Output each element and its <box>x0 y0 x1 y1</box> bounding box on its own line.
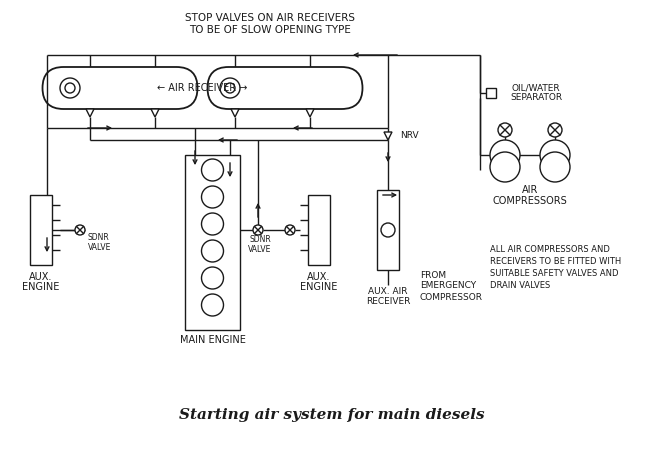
Text: AUX.: AUX. <box>29 272 52 282</box>
FancyBboxPatch shape <box>207 67 363 109</box>
Text: ALL AIR COMPRESSORS AND: ALL AIR COMPRESSORS AND <box>490 246 610 255</box>
Text: VALVE: VALVE <box>88 243 112 252</box>
Text: AIR: AIR <box>522 185 539 195</box>
Circle shape <box>75 225 85 235</box>
Text: OIL/WATER: OIL/WATER <box>512 84 560 93</box>
Circle shape <box>60 78 80 98</box>
Text: COMPRESSOR: COMPRESSOR <box>420 292 483 302</box>
Bar <box>308 195 330 265</box>
Circle shape <box>225 83 235 93</box>
Circle shape <box>498 123 512 137</box>
Circle shape <box>220 78 240 98</box>
Text: RECEIVERS TO BE FITTED WITH: RECEIVERS TO BE FITTED WITH <box>490 257 622 266</box>
Text: EMERGENCY: EMERGENCY <box>420 282 476 291</box>
Text: STOP VALVES ON AIR RECEIVERS: STOP VALVES ON AIR RECEIVERS <box>185 13 355 23</box>
Circle shape <box>201 213 224 235</box>
Text: SDNR: SDNR <box>88 234 110 243</box>
Text: SUITABLE SAFETY VALVES AND: SUITABLE SAFETY VALVES AND <box>490 270 618 279</box>
Circle shape <box>548 123 562 137</box>
Circle shape <box>490 152 520 182</box>
Circle shape <box>285 225 295 235</box>
Circle shape <box>201 186 224 208</box>
Text: SDNR: SDNR <box>249 235 271 244</box>
Polygon shape <box>151 109 159 117</box>
Text: Starting air system for main diesels: Starting air system for main diesels <box>179 408 485 422</box>
Text: ENGINE: ENGINE <box>300 282 338 292</box>
Circle shape <box>253 225 263 235</box>
Text: VALVE: VALVE <box>248 246 272 255</box>
Polygon shape <box>384 132 392 140</box>
Circle shape <box>381 223 395 237</box>
Circle shape <box>540 140 570 170</box>
Text: FROM: FROM <box>420 270 446 279</box>
Text: NRV: NRV <box>400 131 418 140</box>
Text: SEPARATOR: SEPARATOR <box>510 94 562 103</box>
Bar <box>185 155 240 330</box>
Text: TO BE OF SLOW OPENING TYPE: TO BE OF SLOW OPENING TYPE <box>189 25 351 35</box>
Text: ENGINE: ENGINE <box>23 282 60 292</box>
Circle shape <box>540 152 570 182</box>
Circle shape <box>201 240 224 262</box>
Text: ← AIR RECEIVER →: ← AIR RECEIVER → <box>157 83 247 93</box>
Polygon shape <box>231 109 239 117</box>
Bar <box>377 190 399 270</box>
Circle shape <box>201 159 224 181</box>
Polygon shape <box>86 109 94 117</box>
Text: MAIN ENGINE: MAIN ENGINE <box>179 335 246 345</box>
Bar <box>30 195 52 265</box>
Text: COMPRESSORS: COMPRESSORS <box>493 196 567 206</box>
Circle shape <box>201 294 224 316</box>
Text: RECEIVER: RECEIVER <box>366 297 410 306</box>
Circle shape <box>490 140 520 170</box>
Circle shape <box>201 267 224 289</box>
FancyBboxPatch shape <box>42 67 197 109</box>
Polygon shape <box>306 109 314 117</box>
Text: AUX. AIR: AUX. AIR <box>369 288 408 297</box>
Bar <box>486 88 496 98</box>
Circle shape <box>65 83 75 93</box>
Text: AUX.: AUX. <box>307 272 331 282</box>
Text: DRAIN VALVES: DRAIN VALVES <box>490 282 550 291</box>
